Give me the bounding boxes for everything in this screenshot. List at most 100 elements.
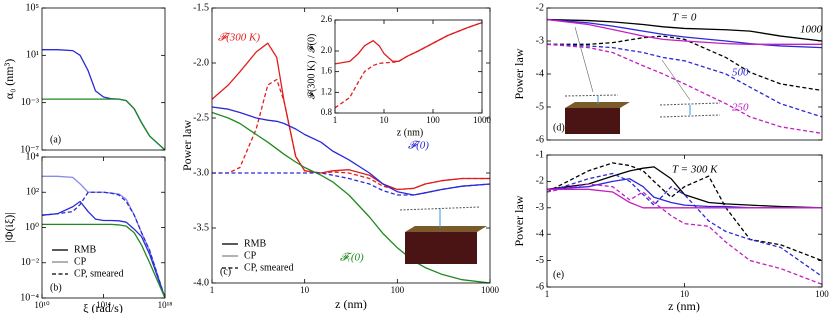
series-line [547, 43, 822, 135]
y-tick-label: -2.0 [193, 57, 209, 68]
x-tick-label: 100 [815, 289, 829, 299]
plot-lines [212, 42, 490, 283]
slab-front [565, 108, 620, 134]
plot-lines [335, 21, 482, 109]
panel-label: (e) [553, 269, 564, 280]
plot-frame [41, 156, 166, 299]
y-tick-label: 10¹ [26, 50, 39, 61]
y-tick-label: -3.0 [193, 167, 209, 178]
plot-frame [546, 154, 823, 288]
annotation: T = 300 K [672, 164, 718, 176]
series-line [42, 191, 165, 298]
molecule-line [659, 102, 721, 106]
series-line [547, 43, 822, 118]
series-line [335, 21, 482, 65]
legend-label: CP [74, 256, 87, 267]
y-axis-label: |Φ(iξ)| [2, 212, 16, 242]
plot-lines [42, 49, 165, 150]
plot-frame [41, 7, 166, 151]
y-tick-label: 10⁻⁴ [20, 292, 39, 303]
slab-top [405, 226, 487, 232]
y-tick-label: -4 [536, 228, 544, 239]
y-axis-label: Power law [512, 195, 526, 246]
y-tick-label: 10⁻² [21, 257, 39, 268]
legend-label: CP, smeared [244, 262, 293, 273]
y-tick-label: -1 [536, 149, 544, 160]
y-tick-label: 10⁻⁷ [20, 144, 39, 155]
series-line [547, 35, 822, 92]
panel-label: (d) [553, 122, 565, 133]
annotation: 1000 [800, 24, 823, 36]
x-tick-label: 10¹⁴ [96, 300, 111, 310]
y-tick-label: -2 [536, 176, 544, 187]
annotation: 𝓕(300 K) [218, 32, 260, 44]
y-tick-label: 10⁵ [26, 2, 40, 13]
x-tick-label: 10 [380, 115, 390, 125]
legend-label: CP [244, 250, 257, 261]
series-line [547, 18, 822, 45]
y-tick-label: -5 [536, 101, 544, 112]
y-tick-label: 10⁻³ [21, 97, 39, 108]
y-tick-label: -5 [536, 255, 544, 266]
x-tick-label: 10¹⁰ [34, 300, 50, 310]
y-tick-label: 10² [26, 187, 39, 198]
y-tick-label: 2.6 [321, 14, 333, 24]
series-line [212, 172, 490, 196]
y-tick-label: 1.6 [321, 66, 333, 76]
series-line [212, 78, 490, 191]
y-tick-label: -6 [536, 281, 544, 292]
legend-label: RMB [74, 244, 97, 255]
x-axis-label: z (nm) [397, 127, 423, 138]
plot-frame [546, 7, 823, 141]
panel-label: (a) [50, 134, 61, 145]
annotation: 𝓕ᵣ(0) [340, 252, 364, 264]
x-tick-label: 10¹⁸ [158, 300, 173, 310]
x-tick-label: 1000 [481, 285, 500, 295]
pointer [574, 26, 594, 93]
y-tick-label: -4.0 [193, 277, 209, 288]
annotation: 500 [732, 67, 749, 79]
series-line [42, 223, 165, 298]
molecule-line [399, 206, 481, 211]
y-tick-label: -3 [536, 35, 544, 46]
x-tick-label: 1000 [473, 115, 492, 125]
panel-label: (b) [50, 282, 62, 293]
y-tick-label: -3 [536, 202, 544, 213]
y-tick-label: -4 [536, 68, 544, 79]
x-tick-label: 1 [545, 289, 550, 299]
y-tick-label: 0.8 [321, 107, 333, 117]
annotation: 𝓕(0) [408, 140, 429, 152]
plot-lines [547, 18, 822, 135]
x-tick-label: 1 [333, 115, 338, 125]
y-tick-label: 1.2 [321, 86, 332, 96]
x-tick-label: 10 [300, 285, 310, 295]
legend-label: RMB [244, 238, 267, 249]
series-line [547, 172, 822, 277]
plot-frame [211, 7, 491, 284]
series-line [212, 111, 490, 283]
y-tick-label: -3.5 [193, 222, 209, 233]
series-line [42, 200, 165, 298]
y-tick-label: -6 [536, 134, 544, 145]
panel-label: (c) [220, 266, 231, 277]
y-axis-label: α₀ (nm³) [2, 59, 16, 99]
legend-label: CP, smeared [74, 268, 123, 279]
annotation: T = 0 [672, 12, 697, 24]
slab-top [565, 102, 630, 108]
molecule-line [659, 114, 721, 118]
series-line [547, 183, 822, 285]
plot-frame [334, 19, 483, 114]
x-tick-label: 100 [391, 285, 405, 295]
inset-background [335, 20, 482, 113]
plot-lines [547, 162, 822, 285]
series-line [547, 18, 822, 42]
series-line [335, 21, 482, 109]
y-tick-label: -1.5 [193, 2, 209, 13]
x-axis-label: ξ (rad/s) [83, 301, 123, 313]
plot-lines [42, 175, 165, 298]
y-tick-label: 2.0 [321, 45, 333, 55]
series-line [547, 166, 822, 209]
y-tick-label: -2 [536, 2, 544, 13]
annotation: 250 [732, 102, 749, 114]
